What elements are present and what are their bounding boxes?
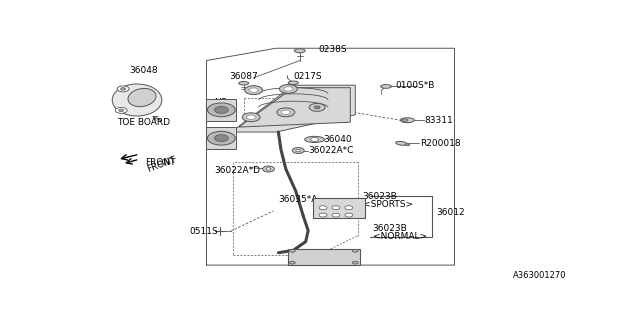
Text: 0511S: 0511S [189,227,218,236]
Bar [313,198,365,218]
Circle shape [345,206,353,210]
Circle shape [310,138,319,141]
Circle shape [262,166,275,172]
Circle shape [284,87,292,91]
Text: <NORMAL>: <NORMAL> [372,232,427,241]
Circle shape [117,86,129,92]
Circle shape [246,115,255,119]
Bar [207,127,236,149]
Circle shape [249,88,258,92]
Circle shape [332,213,340,217]
Circle shape [244,86,262,95]
Circle shape [277,108,295,117]
Text: FRONT: FRONT [145,158,176,167]
Text: R200018: R200018 [420,139,460,148]
Circle shape [207,103,236,117]
Text: NS: NS [214,98,227,107]
Circle shape [292,148,304,154]
Text: 83315: 83315 [306,103,335,112]
Circle shape [345,213,353,217]
Text: 83311: 83311 [425,116,454,125]
Polygon shape [239,88,350,127]
Text: 36023B: 36023B [363,192,397,201]
Ellipse shape [402,119,408,121]
Circle shape [319,206,327,210]
Text: 36040: 36040 [323,135,351,144]
Text: 36048: 36048 [129,66,158,75]
Text: 36022A*C: 36022A*C [308,146,353,155]
Ellipse shape [381,84,392,88]
Ellipse shape [294,49,305,53]
Ellipse shape [288,81,298,84]
Ellipse shape [405,144,410,146]
Text: TOE BOARD: TOE BOARD [117,118,170,127]
Circle shape [352,261,358,264]
Text: NS: NS [214,135,227,144]
Ellipse shape [396,141,407,145]
Circle shape [214,135,228,142]
Text: 0217S: 0217S [293,72,322,81]
Text: 36087: 36087 [229,72,257,81]
Bar [207,99,236,121]
Circle shape [280,84,297,93]
Ellipse shape [128,88,156,107]
Ellipse shape [401,118,414,123]
Polygon shape [231,85,355,132]
Circle shape [282,110,291,115]
Circle shape [266,168,271,170]
Text: 0238S: 0238S [318,45,347,54]
Circle shape [214,107,228,113]
Ellipse shape [305,136,324,142]
Bar [288,249,360,265]
Circle shape [242,113,260,122]
Circle shape [289,261,295,264]
Circle shape [118,109,124,112]
Circle shape [314,106,320,109]
Text: FRONT: FRONT [146,155,178,173]
Circle shape [115,108,127,113]
Circle shape [352,249,358,252]
Ellipse shape [239,82,249,85]
Text: <SPORTS>: <SPORTS> [363,200,413,209]
Circle shape [121,88,125,90]
Text: 36012: 36012 [436,208,465,217]
Circle shape [309,103,325,111]
Circle shape [296,149,301,152]
Text: 36035*A: 36035*A [278,195,318,204]
Text: A363001270: A363001270 [513,271,566,280]
Text: 0100S*B: 0100S*B [395,81,435,90]
Circle shape [319,213,327,217]
Circle shape [207,131,236,145]
Text: 36022A*D: 36022A*D [214,166,260,175]
Ellipse shape [112,84,162,116]
Text: 36023B: 36023B [372,224,408,233]
Circle shape [332,206,340,210]
Circle shape [289,249,295,252]
